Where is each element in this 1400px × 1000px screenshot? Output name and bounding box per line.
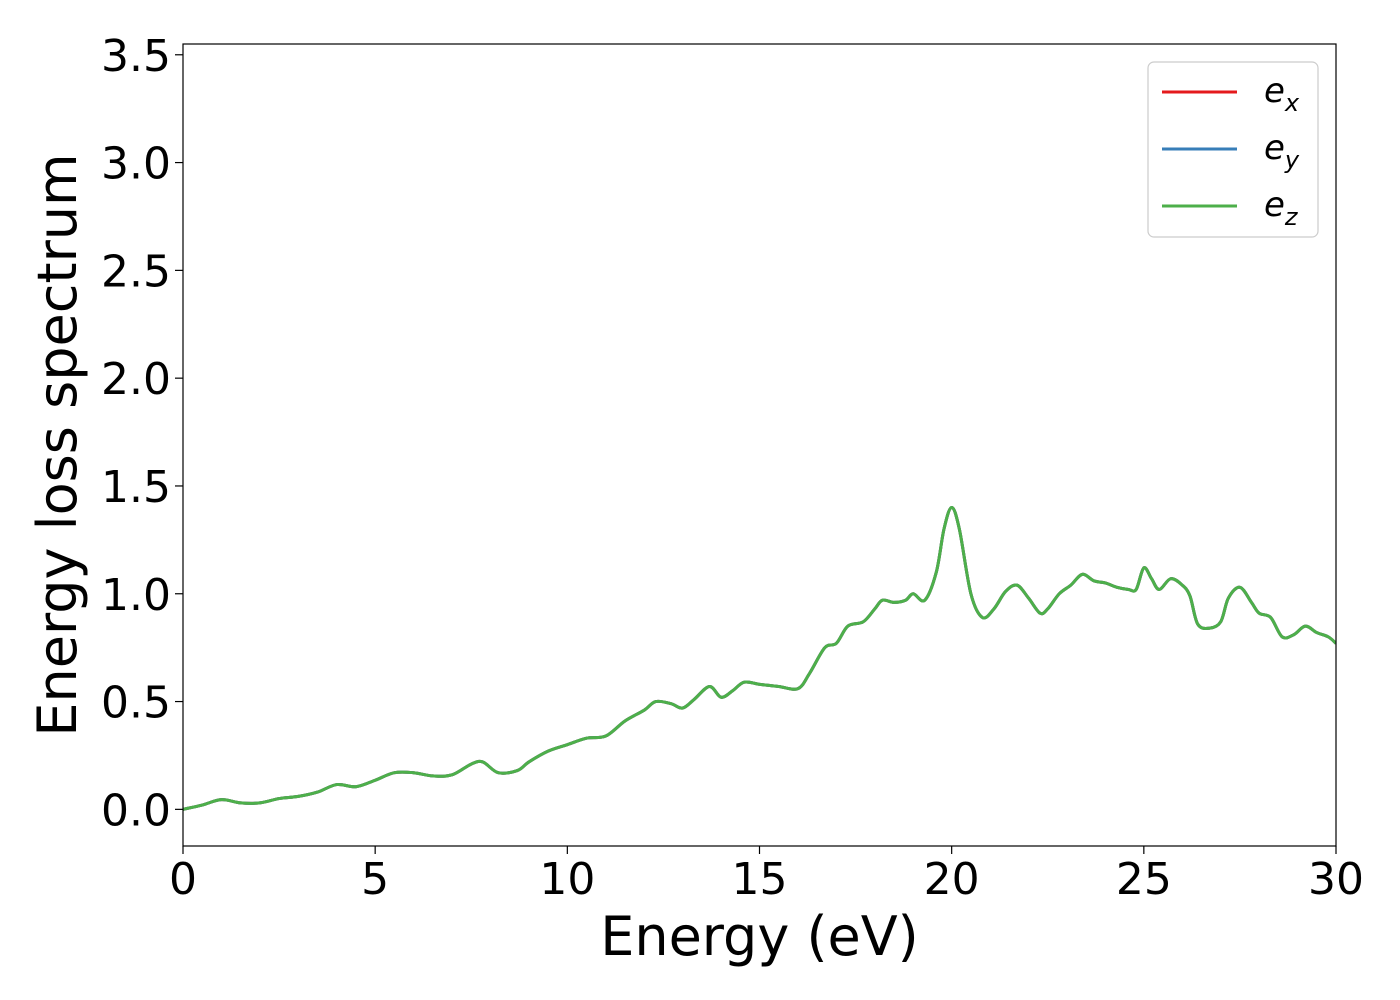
x-tick-label: 30 — [1308, 854, 1364, 905]
y-tick-label: 3.5 — [101, 31, 171, 82]
x-tick-label: 5 — [361, 854, 389, 905]
x-tick-label: 15 — [732, 854, 788, 905]
legend-label: ez — [1264, 185, 1299, 231]
x-axis: 0 5 10 15 20 25 30 — [169, 846, 1364, 905]
series-layer — [183, 506, 1336, 811]
y-tick-label: 2.0 — [101, 354, 171, 405]
y-tick-label: 2.5 — [101, 246, 171, 297]
y-tick-label: 0.0 — [101, 785, 171, 836]
legend-label: ex — [1264, 71, 1300, 117]
y-axis-title: Energy loss spectrum — [26, 153, 89, 736]
x-tick-label: 25 — [1116, 854, 1172, 905]
x-tick-label: 0 — [169, 854, 197, 905]
x-tick-label: 20 — [924, 854, 980, 905]
y-tick-label: 0.5 — [101, 678, 171, 729]
x-axis-title: Energy (eV) — [600, 905, 919, 968]
y-tick-label: 1.0 — [101, 570, 171, 621]
plot-area — [183, 44, 1336, 846]
y-tick-label: 3.0 — [101, 139, 171, 190]
legend-label: ey — [1264, 128, 1300, 174]
series-line-ez — [183, 506, 1336, 811]
x-tick-label: 10 — [539, 854, 595, 905]
y-axis: 0.0 0.5 1.0 1.5 2.0 2.5 3.0 3.5 — [101, 31, 183, 836]
legend: ex ey ez — [1147, 61, 1319, 238]
y-tick-label: 1.5 — [101, 462, 171, 513]
